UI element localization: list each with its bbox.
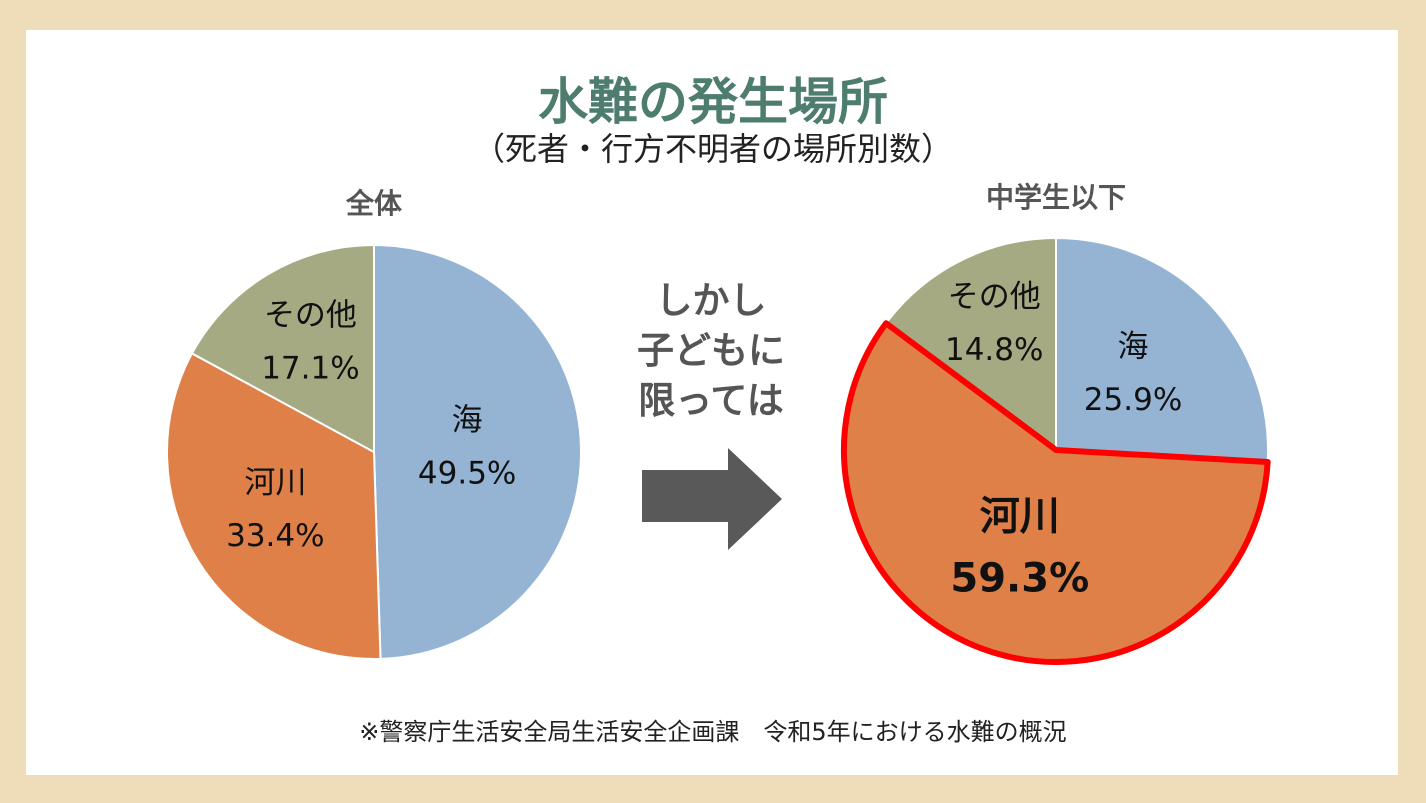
pie-label-category: その他 bbox=[264, 297, 357, 333]
pie-label-value: 14.8% bbox=[945, 332, 1043, 368]
pie-label-category: 海 bbox=[1118, 329, 1149, 365]
transition-line: しかし bbox=[655, 279, 767, 322]
pie-label-value: 33.4% bbox=[226, 518, 324, 554]
pie-label-value: 49.5% bbox=[418, 456, 516, 492]
page-title: 水難の発生場所 bbox=[538, 73, 888, 131]
transition-line: 子どもに bbox=[637, 329, 785, 372]
pie-title-all: 全体 bbox=[345, 187, 403, 220]
pie-label-category: その他 bbox=[948, 279, 1041, 315]
source-footnote: ※警察庁生活安全局生活安全企画課 令和5年における水難の概況 bbox=[359, 718, 1067, 746]
transition-line: 限っては bbox=[638, 379, 784, 422]
pie-slice-1-0 bbox=[1055, 236, 1269, 464]
highlight-outline bbox=[841, 320, 1271, 665]
pie-label-category: 海 bbox=[452, 403, 483, 439]
pie-label-category: 河川 bbox=[980, 494, 1060, 540]
pie-title-junior: 中学生以下 bbox=[985, 181, 1127, 214]
transition-text: しかし 子どもに 限っては bbox=[637, 276, 785, 426]
page-subtitle: （死者・行方不明者の場所別数） bbox=[472, 130, 953, 168]
arrow-right-icon bbox=[642, 448, 782, 550]
pie-label-category: 河川 bbox=[244, 465, 306, 501]
pie-slice-0-1 bbox=[166, 352, 382, 660]
pie-slice-1-2 bbox=[884, 236, 1057, 452]
pie-label-value: 59.3% bbox=[950, 556, 1089, 602]
pie-label-value: 25.9% bbox=[1084, 382, 1182, 418]
pie-slice-0-2 bbox=[190, 243, 375, 454]
pie-label-value: 17.1% bbox=[261, 350, 359, 386]
pie-slice-0-0 bbox=[373, 243, 582, 660]
